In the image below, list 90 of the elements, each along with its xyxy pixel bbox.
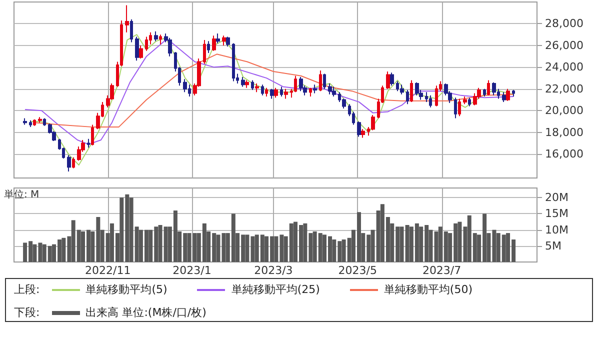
legend-label: 出来高 単位:(M株/口/枚) — [86, 305, 206, 321]
y-tick-label: 20M — [545, 191, 568, 204]
x-tick-label: 2023/7 — [422, 264, 462, 277]
candlestick — [261, 84, 264, 96]
y-tick-label: 20,000 — [545, 104, 584, 118]
y-tick-label: 5M — [545, 239, 562, 252]
candlestick — [168, 37, 172, 57]
candlestick — [435, 85, 438, 107]
y-tick-label: 16,000 — [545, 148, 584, 161]
candlestick — [33, 118, 36, 126]
text: 上段: — [14, 283, 40, 296]
candlestick — [313, 84, 317, 94]
candlestick — [328, 82, 332, 95]
candlestick — [323, 73, 326, 90]
candlestick — [207, 40, 210, 54]
candlestick — [280, 86, 283, 98]
y-axis-title: 単位: M — [4, 188, 40, 200]
candlestick — [154, 30, 158, 42]
x-tick-label: 2022/11 — [84, 264, 131, 277]
candlestick — [415, 82, 419, 96]
legend-label: 単純移動平均(50) — [384, 282, 472, 298]
candlestick — [332, 86, 336, 98]
candlestick — [390, 72, 394, 86]
x-tick-label: 2023/3 — [254, 264, 293, 277]
y-tick-label: 18,000 — [545, 126, 584, 139]
candlestick — [274, 87, 278, 98]
candlestick — [241, 76, 245, 88]
candlestick — [255, 82, 259, 93]
candlestick — [386, 71, 390, 90]
candlestick — [130, 18, 133, 43]
candlestick — [29, 120, 32, 128]
candlestick — [483, 88, 486, 98]
line-series — [24, 40, 514, 145]
candlestick — [299, 76, 303, 92]
candlestick — [216, 33, 220, 44]
candlestick — [512, 90, 515, 98]
candlestick — [406, 90, 409, 105]
y-tick-label: 26,000 — [545, 38, 584, 52]
y-tick-label: 24,000 — [545, 60, 584, 74]
candlestick — [203, 40, 206, 64]
y-tick-label: 15M — [545, 207, 568, 220]
candlestick — [245, 80, 249, 88]
candlestick — [454, 97, 457, 119]
candlestick — [125, 4, 129, 33]
candlestick — [159, 34, 162, 45]
candlestick — [145, 36, 148, 52]
bar — [222, 233, 226, 262]
candlestick — [135, 36, 139, 62]
candlestick — [212, 35, 216, 52]
y-tick-label: 28,000 — [545, 17, 584, 30]
y-tick-label: 10M — [545, 223, 568, 236]
candlestick — [361, 128, 365, 138]
candlestick — [222, 35, 226, 46]
candlestick — [43, 118, 46, 126]
x-tick-label: 2023/1 — [172, 264, 212, 277]
candlestick — [506, 88, 510, 102]
candlestick — [468, 97, 471, 107]
legend-label: 単純移動平均(5) — [86, 282, 168, 298]
line-series — [34, 54, 514, 128]
candlestick — [492, 82, 496, 96]
candlestick — [139, 44, 143, 59]
candlestick — [251, 80, 254, 90]
candlestick — [91, 124, 94, 146]
x-tick-label: 2023/5 — [338, 264, 377, 277]
candlestick — [183, 78, 187, 93]
candlestick — [226, 36, 230, 48]
candlestick — [67, 154, 71, 172]
candlestick — [458, 98, 461, 117]
candlestick — [232, 42, 235, 82]
candlestick — [270, 88, 274, 100]
candlestick — [410, 80, 413, 102]
candlestick — [265, 87, 268, 98]
y-tick-label: 22,000 — [545, 82, 584, 96]
candlestick — [309, 87, 312, 98]
candlestick — [38, 116, 42, 124]
bar — [216, 234, 220, 262]
text: 下段: — [14, 306, 40, 319]
candlestick — [502, 92, 506, 102]
candlestick — [357, 121, 361, 138]
line-series — [30, 34, 514, 166]
candlestick — [487, 80, 490, 96]
legend-label: 単純移動平均(25) — [231, 282, 320, 298]
candlestick — [429, 94, 432, 108]
candlestick — [319, 70, 322, 92]
candlestick — [23, 118, 27, 126]
candlestick — [400, 84, 404, 95]
candlestick — [284, 88, 288, 100]
candlestick — [463, 96, 467, 105]
candlestick — [87, 138, 90, 148]
candlestick — [72, 156, 75, 169]
